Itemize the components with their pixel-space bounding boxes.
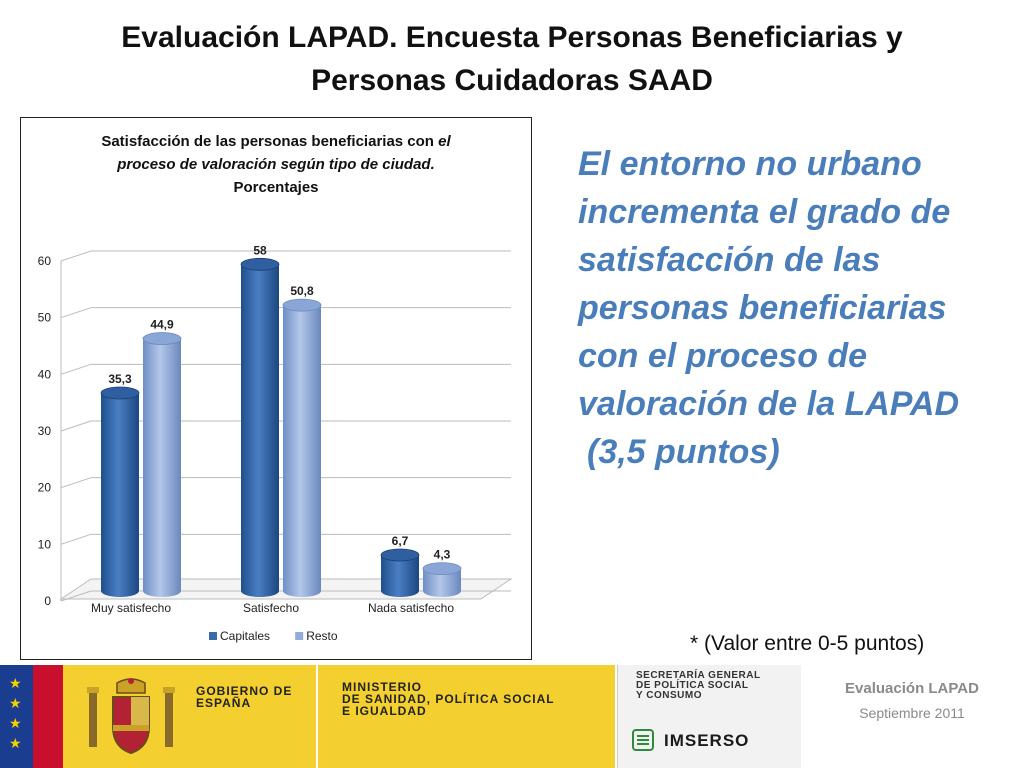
footer-title: Evaluación LAPAD [845,680,979,697]
side-text-line: El entorno no urbano [578,145,922,183]
ministerio-line: MINISTERIO [342,680,423,694]
side-text-line: valoración de la LAPAD [578,385,960,423]
y-tick-label: 20 [38,481,52,495]
bar-resto-2 [423,568,461,597]
ministerio-line: DE SANIDAD, POLÍTICA SOCIAL [342,692,555,706]
y-tick-label: 10 [38,537,52,551]
y-tick-label: 30 [38,424,52,438]
gridline-depth [60,533,92,545]
bar-top-capitales-1 [240,257,280,271]
ministerio-line: E IGUALDAD [342,704,427,718]
secretaria-line: Y CONSUMO [636,690,702,701]
imserso-icon [632,729,654,751]
x-tick-label: Satisfecho [243,601,299,615]
slide-title: Evaluación LAPAD. Encuesta Personas Bene… [0,16,1024,102]
gridline-depth [60,250,92,262]
secretaria-line: DE POLÍTICA SOCIAL [636,680,749,691]
chart-title-line1: Satisfacción de las personas beneficiari… [101,133,439,150]
coat-of-arms-icon [87,678,175,755]
chart-title-line2: proceso de valoración según tipo de ciud… [117,156,435,173]
secretaria-line: SECRETARÍA GENERAL [636,670,761,681]
data-label-capitales-0: 35,3 [108,372,132,386]
footer-info: Evaluación LAPAD Septiembre 2011 [800,680,1024,721]
imserso-text: IMSERSO [664,731,750,750]
side-text-line: (3,5 puntos) [587,433,780,471]
chart-title: Satisfacción de las personas beneficiari… [51,130,501,199]
side-text-line: satisfacción de las [578,241,881,279]
y-tick-label: 40 [38,367,52,381]
bar-top-capitales-0 [100,386,140,400]
bar-capitales-2 [381,555,419,597]
slide-title-line2: Personas Cuidadoras SAAD [311,64,713,97]
star-icon: ★ [9,715,22,731]
bar-resto-1 [283,305,321,597]
gobierno-logo: GOBIERNO DE ESPAÑA [63,665,316,768]
gobierno-text: GOBIERNO DE ESPAÑA [196,684,293,710]
gridline-depth [60,420,92,432]
data-label-capitales-1: 58 [253,243,267,257]
gridline-depth [60,307,92,319]
x-tick-label: Nada satisfecho [368,601,454,615]
gridline-depth [60,363,92,375]
star-icon: ★ [9,695,22,711]
legend-swatch-resto [295,632,304,640]
data-label-capitales-2: 6,7 [392,534,409,548]
bar-capitales-1 [241,264,279,597]
data-label-resto-1: 50,8 [290,284,314,298]
side-text-line: personas beneficiarias [578,289,947,327]
star-icon: ★ [9,735,22,751]
legend-label-capitales: Capitales [220,629,270,643]
ministerio-text: MINISTERIO DE SANIDAD, POLÍTICA SOCIAL E… [342,681,612,717]
star-icon: ★ [9,675,22,691]
side-text-line: con el proceso de [578,337,868,375]
gridline-depth [60,590,92,602]
chart-title-line1-italic: el [438,133,451,150]
bar-resto-0 [143,338,181,597]
side-text-line: incrementa el grado de [578,193,951,231]
side-text: El entorno no urbano incrementa el grado… [578,140,998,476]
y-tick-label: 60 [38,254,52,268]
legend-label-resto: Resto [306,629,338,643]
secretaria-logo: SECRETARÍA GENERAL DE POLÍTICA SOCIAL Y … [617,665,801,768]
gridline-depth [60,477,92,489]
eu-flag: ★ ★ ★ ★ [0,665,33,768]
bar-capitales-0 [101,392,139,597]
footnote: * (Valor entre 0-5 puntos) [690,632,925,655]
footer-date: Septiembre 2011 [859,705,965,721]
x-tick-label: Muy satisfecho [91,601,171,615]
bar-chart: 0 10 20 30 40 50 60 35,3 44,9 Muy satisfecho 58 50,… [38,243,513,643]
bar-top-resto-0 [142,332,182,345]
chart-panel: Satisfacción de las personas beneficiari… [20,117,532,660]
y-tick-label: 0 [44,594,51,608]
bar-top-resto-2 [422,562,462,576]
legend-swatch-capitales [209,632,217,640]
slide-title-line1: Evaluación LAPAD. Encuesta Personas Bene… [121,21,903,54]
chart-title-line3: Porcentajes [233,179,319,196]
spain-flag-stripe [33,665,63,768]
data-label-resto-0: 44,9 [150,318,174,332]
secretaria-text: SECRETARÍA GENERAL DE POLÍTICA SOCIAL Y … [636,671,796,701]
y-tick-label: 50 [38,311,52,325]
data-label-resto-2: 4,3 [434,548,451,562]
bar-top-capitales-2 [380,548,420,562]
bar-top-resto-1 [282,298,322,312]
ministerio-logo: MINISTERIO DE SANIDAD, POLÍTICA SOCIAL E… [318,665,615,768]
